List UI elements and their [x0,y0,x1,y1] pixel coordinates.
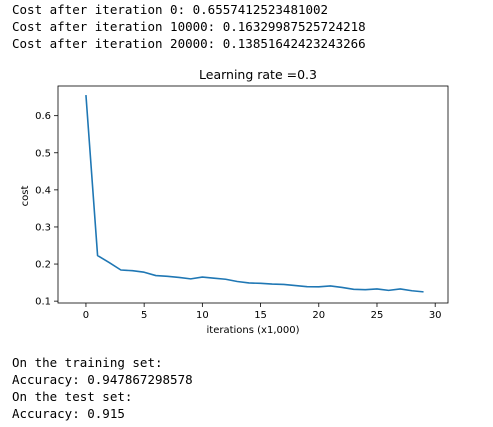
y-axis-label: cost [20,186,31,207]
x-tick-label: 0 [83,310,89,321]
learning-curve-chart: Learning rate =0.3 0 5 10 15 20 25 30 0.10.20.… [20,67,449,336]
x-tick-label: 30 [429,310,442,321]
y-axis: 0.1 0.2 0.3 0.4 0.5 0.6 [35,111,58,308]
training-cost-log: Cost after iteration 0: 0.65574125234810… [12,1,366,52]
y-tick-label: 0.2 [35,260,51,271]
x-tick-label: 25 [371,310,384,321]
x-tick-label: 20 [312,310,325,321]
y-tick-label: 0.3 [35,222,51,233]
x-tick-label: 10 [196,310,209,321]
chart-title: Learning rate =0.3 [199,67,317,82]
training-accuracy: Accuracy: 0.947867298578 [12,372,193,387]
training-set-heading: On the training set: [12,355,163,370]
x-axis: 0 5 10 15 20 25 30 [83,303,442,321]
y-tick-label: 0.5 [35,148,51,159]
x-tick-label: 5 [141,310,147,321]
cost-log-line-0: Cost after iteration 0: 0.65574125234810… [12,2,329,17]
plot-frame [57,85,449,304]
cost-log-line-10000: Cost after iteration 10000: 0.1632998752… [12,19,366,34]
y-tick-label: 0.6 [35,111,51,122]
test-set-heading: On the test set: [12,389,133,404]
cost-log-line-20000: Cost after iteration 20000: 0.1385164242… [12,36,366,51]
test-accuracy: Accuracy: 0.915 [12,406,125,421]
cost-series-line [85,94,424,293]
accuracy-output: On the training set: Accuracy: 0.94786729… [12,354,193,422]
y-tick-label: 0.4 [35,185,51,196]
x-axis-label: iterations (x1,000) [207,325,300,336]
y-tick-label: 0.1 [35,297,51,308]
x-tick-label: 15 [254,310,267,321]
